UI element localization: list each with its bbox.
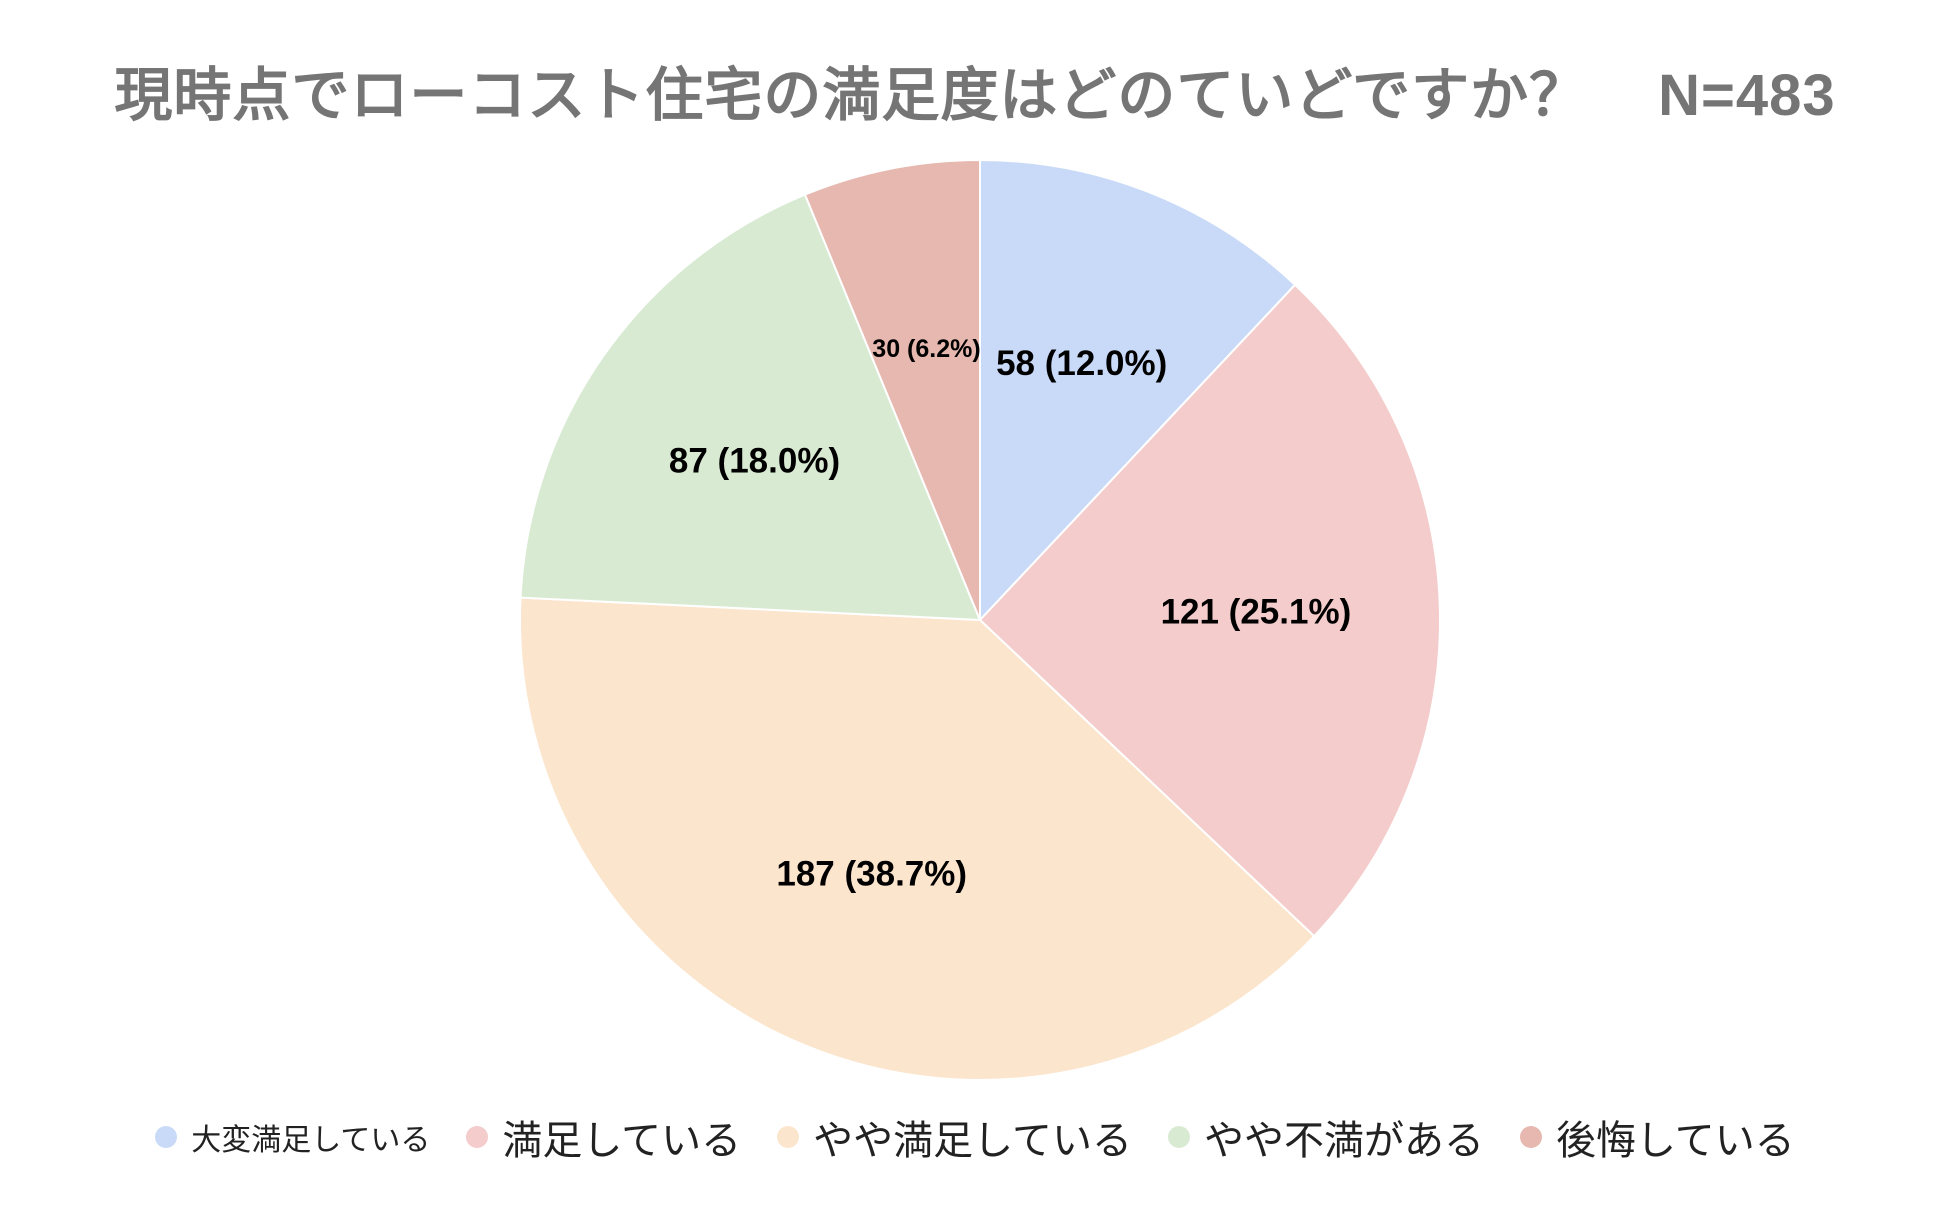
legend-item-5: 後悔している xyxy=(1519,1108,1795,1166)
pie-slice-1 xyxy=(979,158,1297,623)
pie-slice-3 xyxy=(519,596,1316,1081)
pie-slices xyxy=(519,158,1441,1081)
pie-data-label-3: 187 (38.7%) xyxy=(776,854,967,893)
sample-size-label: N=483 xyxy=(1658,63,1836,128)
legend-label-3: やや満足している xyxy=(813,1119,1132,1163)
legend-label-4: やや不満がある xyxy=(1203,1119,1484,1163)
pie-data-label-4: 87 (18.0%) xyxy=(669,441,840,480)
pie-slice-5 xyxy=(803,158,981,621)
pie-slice-2 xyxy=(978,283,1441,938)
legend-swatch-1 xyxy=(155,1126,178,1148)
legend-label-1: 大変満足している xyxy=(191,1124,431,1157)
pie-data-label-2: 121 (25.1%) xyxy=(1161,592,1352,631)
legend-item-2: 満足している xyxy=(466,1108,741,1166)
legend-swatch-4 xyxy=(1167,1126,1190,1148)
legend-item-3: やや満足している xyxy=(777,1108,1132,1166)
legend: 大変満足している 満足している やや満足している やや不満がある 後悔している xyxy=(0,1108,1950,1166)
pie-data-labels: 58 (12.0%) 121 (25.1%) 187 (38.7%) 87 (18.0… xyxy=(669,335,1351,893)
legend-swatch-3 xyxy=(777,1126,800,1148)
chart-title-text: 現時点でローコスト住宅の満足度はどのていどですか？ xyxy=(114,63,1589,128)
pie-data-label-5: 30 (6.2%) xyxy=(872,335,980,363)
legend-label-5: 後悔している xyxy=(1555,1119,1795,1163)
legend-label-2: 満足している xyxy=(502,1119,742,1163)
legend-item-1: 大変満足している xyxy=(155,1108,430,1166)
pie-slice-4 xyxy=(519,193,982,622)
legend-item-4: やや不満がある xyxy=(1167,1108,1484,1166)
pie-data-label-1: 58 (12.0%) xyxy=(996,344,1167,383)
legend-swatch-5 xyxy=(1519,1126,1542,1148)
chart-title: 現時点でローコスト住宅の満足度はどのていどですか？ N=483 xyxy=(0,48,1950,132)
legend-swatch-2 xyxy=(466,1126,489,1148)
